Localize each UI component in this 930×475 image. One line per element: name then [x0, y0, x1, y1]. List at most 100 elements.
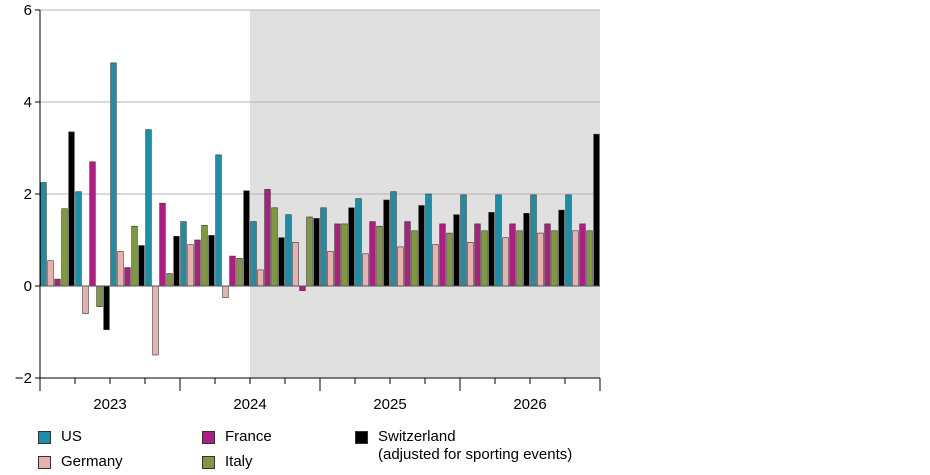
bar-germany-13 [502, 237, 509, 287]
bar-germany-6 [257, 269, 264, 287]
bar-italy-13 [516, 230, 523, 287]
bar-france-4 [194, 239, 201, 287]
bar-italy-2 [131, 225, 138, 287]
legend: US Germany France Italy Switzerland (adj… [38, 428, 638, 474]
bar-italy-9 [376, 225, 383, 287]
bar-us-14 [530, 194, 537, 287]
bar-germany-3 [152, 285, 159, 356]
bar-germany-1 [82, 285, 89, 314]
legend-label-france: France [225, 428, 272, 445]
bar-us-6 [250, 221, 257, 287]
legend-item-us: US [38, 428, 82, 446]
bar-italy-0 [61, 208, 68, 287]
bar-us-13 [495, 194, 502, 287]
x-tick-label: 2023 [93, 396, 126, 413]
bar-france-13 [509, 223, 516, 287]
bar-us-8 [320, 207, 327, 287]
bar-us-7 [285, 214, 292, 287]
bar-france-11 [439, 223, 446, 287]
bar-us-5 [215, 154, 222, 287]
bar-france-3 [159, 202, 166, 287]
bar-germany-9 [362, 253, 369, 287]
legend-item-france: France [202, 428, 272, 446]
bar-italy-12 [481, 230, 488, 287]
bar-germany-7 [292, 242, 299, 287]
bar-switzerland-5 [243, 190, 250, 287]
legend-label-germany: Germany [61, 453, 123, 470]
legend-swatch-switzerland [355, 431, 368, 444]
bar-switzerland-14 [558, 209, 565, 287]
bar-italy-3 [166, 273, 173, 287]
bar-france-7 [299, 285, 306, 291]
bar-switzerland-11 [453, 214, 460, 287]
legend-label-italy: Italy [225, 453, 253, 470]
x-tick-label: 2025 [373, 396, 406, 413]
legend-item-switzerland: Switzerland (adjusted for sporting event… [355, 428, 572, 464]
bar-italy-7 [306, 216, 313, 287]
bar-france-8 [334, 223, 341, 287]
legend-label-us: US [61, 428, 82, 445]
bar-france-14 [544, 223, 551, 287]
bar-italy-5 [236, 258, 243, 287]
bar-us-15 [565, 194, 572, 287]
bar-germany-8 [327, 251, 334, 287]
bar-france-12 [474, 223, 481, 287]
y-tick-label: 2 [24, 186, 32, 203]
bar-switzerland-9 [383, 199, 390, 287]
bar-germany-10 [397, 246, 404, 287]
bar-france-0 [54, 278, 61, 287]
legend-swatch-italy [202, 456, 215, 469]
x-tick-label: 2026 [513, 396, 546, 413]
y-tick-label: −2 [15, 370, 32, 387]
bar-germany-2 [117, 251, 124, 287]
bar-germany-14 [537, 232, 544, 287]
bar-switzerland-10 [418, 205, 425, 287]
bar-germany-5 [222, 285, 229, 298]
bar-france-9 [369, 221, 376, 287]
bar-switzerland-6 [278, 237, 285, 287]
bar-switzerland-7 [313, 218, 320, 287]
bar-france-2 [124, 267, 131, 287]
bar-germany-4 [187, 244, 194, 287]
bar-us-2 [110, 62, 117, 287]
bar-switzerland-2 [138, 245, 145, 287]
bar-germany-0 [47, 260, 54, 287]
bar-us-1 [75, 191, 82, 287]
legend-item-germany: Germany [38, 453, 123, 471]
legend-swatch-germany [38, 456, 51, 469]
y-tick-label: 4 [24, 94, 32, 111]
bar-switzerland-12 [488, 212, 495, 287]
bar-switzerland-0 [68, 131, 75, 287]
y-tick-label: 6 [24, 2, 32, 19]
bar-us-12 [460, 194, 467, 287]
bar-switzerland-4 [208, 235, 215, 287]
bar-germany-12 [467, 242, 474, 287]
bar-us-4 [180, 221, 187, 287]
bar-italy-14 [551, 230, 558, 287]
bar-us-11 [425, 193, 432, 287]
x-tick-label: 2024 [233, 396, 266, 413]
bar-switzerland-1 [103, 285, 110, 331]
legend-label-switzerland: Switzerland (adjusted for sporting event… [378, 428, 573, 463]
bar-italy-4 [201, 224, 208, 287]
bar-france-6 [264, 189, 271, 287]
bar-us-0 [40, 182, 47, 287]
bar-italy-11 [446, 232, 453, 287]
bar-italy-10 [411, 230, 418, 287]
bar-italy-15 [586, 230, 593, 287]
bar-us-3 [145, 129, 152, 287]
bar-switzerland-8 [348, 207, 355, 287]
legend-item-italy: Italy [202, 453, 253, 471]
bar-us-10 [390, 191, 397, 287]
bar-germany-15 [572, 230, 579, 287]
bar-us-9 [355, 198, 362, 287]
bar-switzerland-3 [173, 236, 180, 287]
bar-france-1 [89, 161, 96, 287]
bar-italy-6 [271, 207, 278, 287]
bar-france-15 [579, 223, 586, 287]
bar-italy-8 [341, 223, 348, 287]
bar-switzerland-13 [523, 213, 530, 287]
bar-france-5 [229, 255, 236, 287]
bar-italy-1 [96, 285, 103, 308]
